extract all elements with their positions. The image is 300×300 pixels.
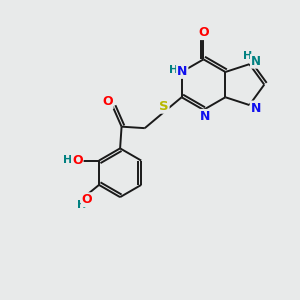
Text: O: O bbox=[198, 26, 209, 39]
Text: H: H bbox=[243, 51, 253, 61]
Text: O: O bbox=[102, 95, 112, 108]
Text: N: N bbox=[177, 65, 188, 78]
Text: S: S bbox=[159, 100, 169, 113]
Text: H: H bbox=[76, 200, 86, 210]
Text: N: N bbox=[251, 101, 261, 115]
Text: H: H bbox=[63, 155, 72, 165]
Text: N: N bbox=[251, 55, 261, 68]
Text: O: O bbox=[82, 193, 92, 206]
Text: O: O bbox=[72, 154, 83, 167]
Text: N: N bbox=[200, 110, 210, 123]
Text: H: H bbox=[169, 64, 178, 75]
